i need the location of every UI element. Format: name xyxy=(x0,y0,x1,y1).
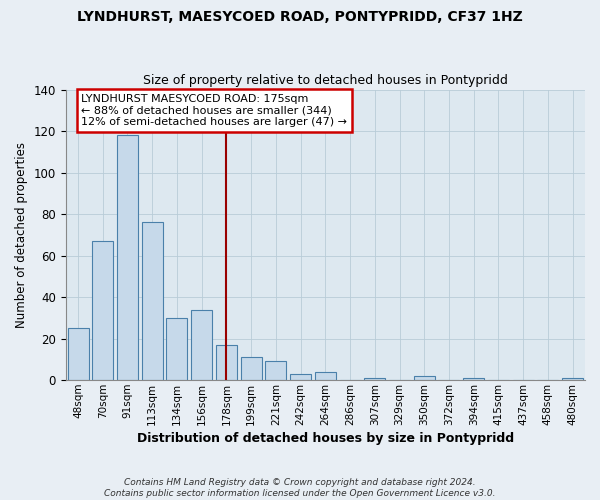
X-axis label: Distribution of detached houses by size in Pontypridd: Distribution of detached houses by size … xyxy=(137,432,514,445)
Bar xyxy=(191,310,212,380)
Text: Contains HM Land Registry data © Crown copyright and database right 2024.
Contai: Contains HM Land Registry data © Crown c… xyxy=(104,478,496,498)
Bar xyxy=(463,378,484,380)
Y-axis label: Number of detached properties: Number of detached properties xyxy=(15,142,28,328)
Bar xyxy=(241,358,262,380)
Text: LYNDHURST, MAESYCOED ROAD, PONTYPRIDD, CF37 1HZ: LYNDHURST, MAESYCOED ROAD, PONTYPRIDD, C… xyxy=(77,10,523,24)
Bar xyxy=(290,374,311,380)
Bar xyxy=(166,318,187,380)
Bar xyxy=(265,362,286,380)
Bar xyxy=(562,378,583,380)
Bar xyxy=(414,376,435,380)
Bar xyxy=(117,135,138,380)
Bar xyxy=(68,328,89,380)
Bar xyxy=(142,222,163,380)
Bar xyxy=(315,372,336,380)
Bar xyxy=(92,241,113,380)
Title: Size of property relative to detached houses in Pontypridd: Size of property relative to detached ho… xyxy=(143,74,508,87)
Bar xyxy=(216,345,237,380)
Bar xyxy=(364,378,385,380)
Text: LYNDHURST MAESYCOED ROAD: 175sqm
← 88% of detached houses are smaller (344)
12% : LYNDHURST MAESYCOED ROAD: 175sqm ← 88% o… xyxy=(81,94,347,127)
